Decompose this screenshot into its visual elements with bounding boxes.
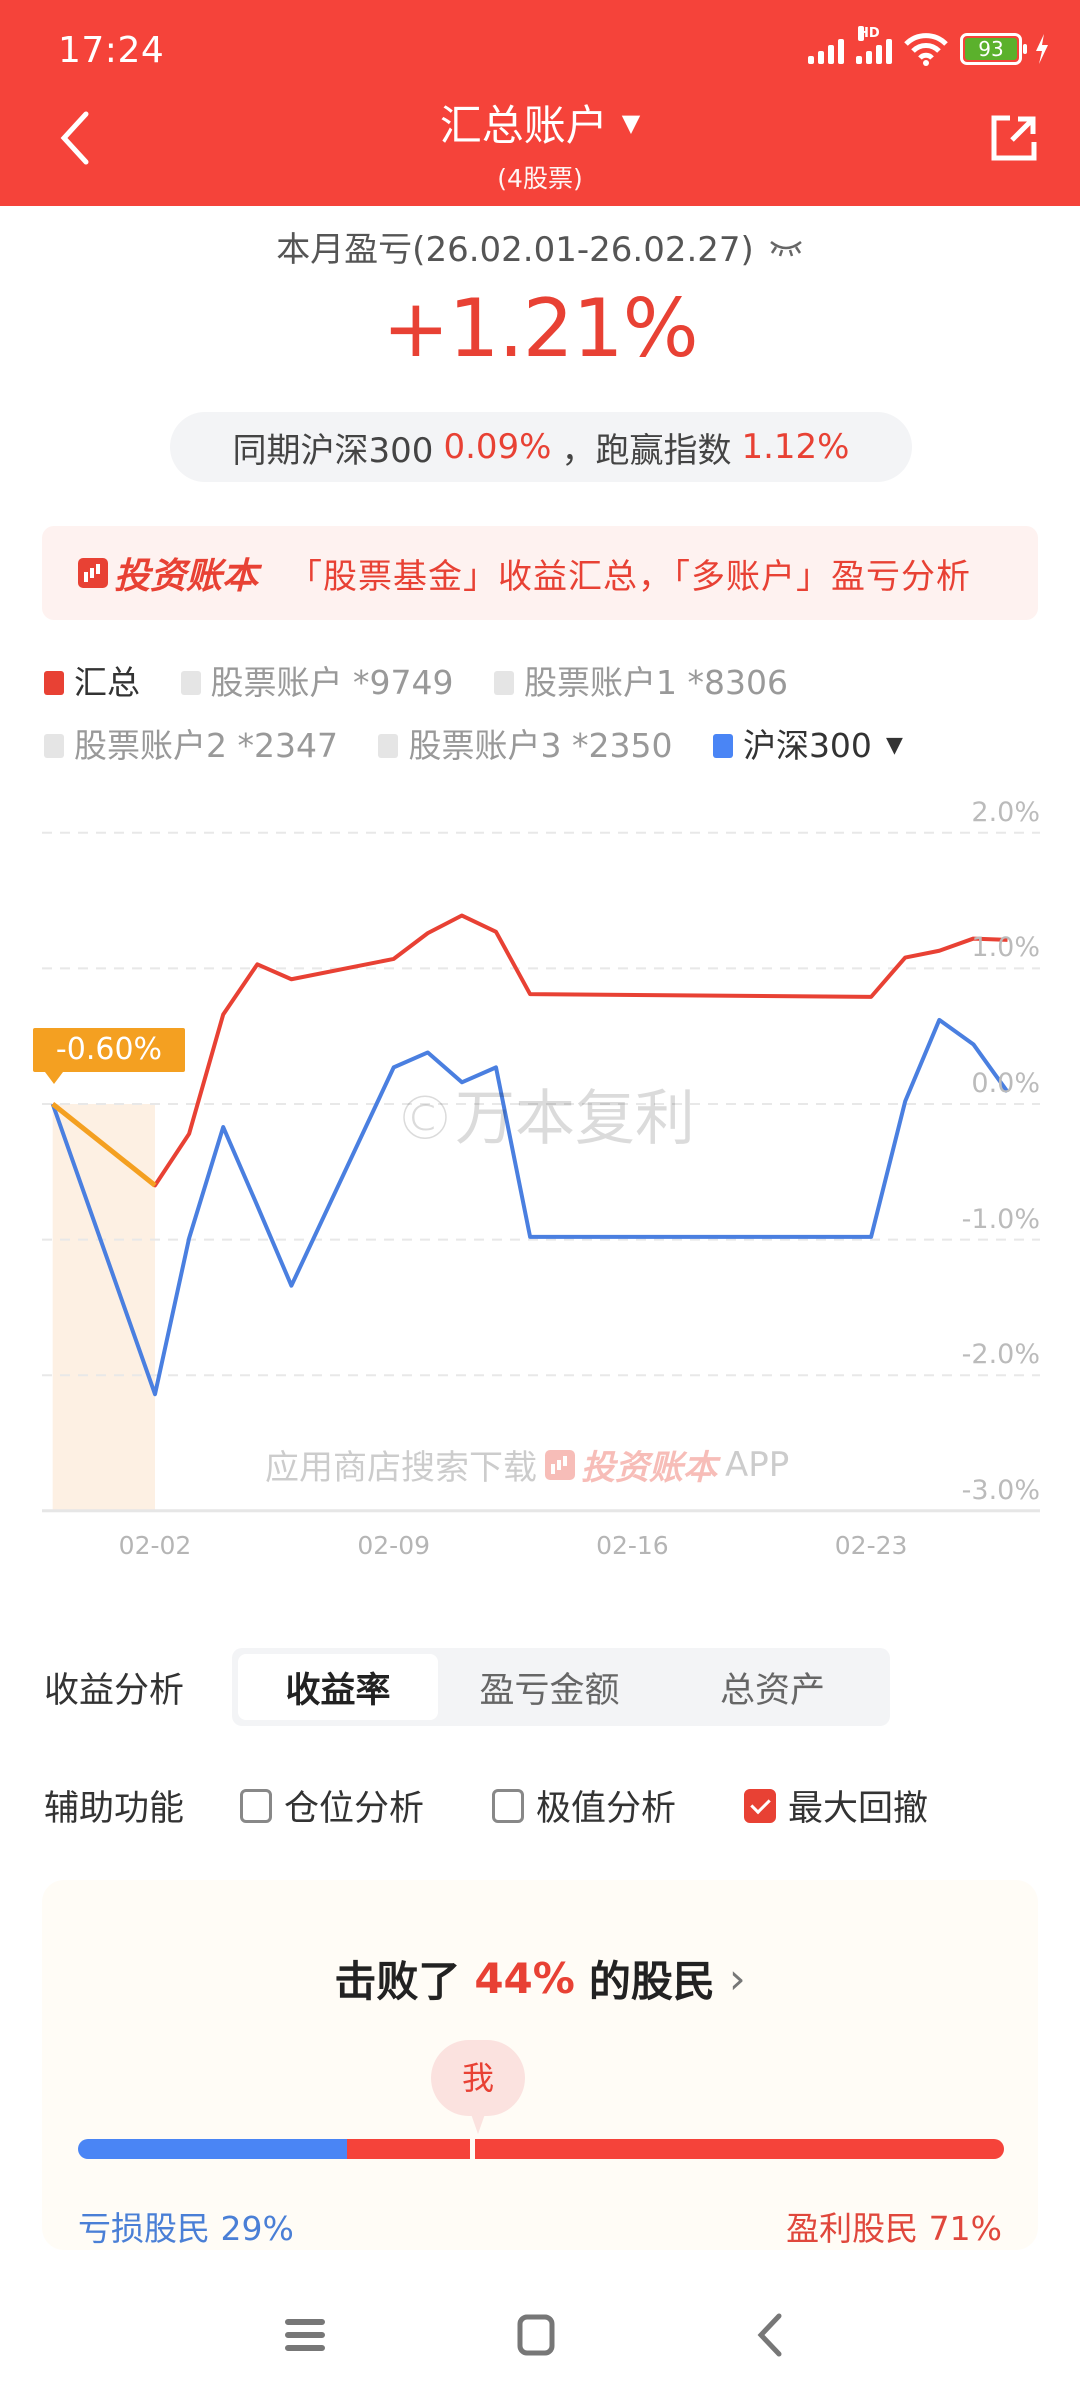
status-time: 17:24: [58, 30, 165, 71]
x-tick-label: 02-23: [834, 1530, 908, 1560]
share-button[interactable]: [988, 112, 1040, 164]
y-tick-label: 2.0%: [971, 796, 1040, 828]
ledger-chart-icon: [545, 1449, 575, 1480]
legend-swatch: [712, 734, 733, 758]
excess-return: 1.12%: [741, 427, 850, 467]
period-label-row: 本月盈亏(26.02.01-26.02.27): [0, 222, 1080, 271]
status-icons: HD 93: [808, 26, 1050, 66]
summary-line: [51, 913, 1008, 1188]
x-tick-label: 02-09: [357, 1530, 431, 1560]
analysis-tabs: 收益率 盈亏金额 总资产: [232, 1648, 890, 1726]
drawdown-tooltip: -0.60%: [33, 1028, 185, 1084]
system-nav-bar: [0, 2290, 1080, 2380]
page-subtitle: (4股票): [497, 164, 583, 193]
x-tick-label: 02-02: [118, 1530, 192, 1560]
signal-hd-icon: HD: [856, 26, 892, 64]
checkbox-box[interactable]: [492, 1788, 525, 1823]
tab-total-assets[interactable]: 总资产: [719, 1670, 825, 1711]
analysis-row: 收益分析 收益率 盈亏金额 总资产: [44, 1648, 890, 1726]
loss-segment: [78, 2139, 347, 2159]
compare-prefix: 同期沪深300: [232, 430, 434, 471]
title-block[interactable]: 汇总账户 ▼ (4股票): [0, 92, 1080, 195]
closed-eye-icon[interactable]: [768, 237, 804, 257]
return-value: +1.21%: [382, 282, 698, 375]
y-tick-label: -1.0%: [961, 1203, 1040, 1235]
y-tick-label: 0.0%: [971, 1068, 1040, 1099]
distribution-bar: [78, 2139, 1004, 2159]
account-selector[interactable]: 汇总账户 ▼: [440, 92, 640, 153]
drawdown-highlight: [52, 1104, 156, 1511]
brand-logo: 投资账本: [545, 1440, 717, 1489]
chevron-right-icon: ›: [728, 1954, 746, 2003]
me-position-marker: [470, 2132, 475, 2166]
checkbox-checked[interactable]: [744, 1788, 777, 1823]
index-return: 0.09%: [443, 427, 552, 467]
chart-legend: 汇总 股票账户 *9749 股票账户1 *8306 股票账户2 *2347 股票…: [44, 652, 1044, 778]
app-header: 17:24 HD 93 汇总账户 ▼ (4股票): [0, 0, 1080, 206]
back-chevron-icon[interactable]: [745, 2310, 795, 2360]
legend-swatch: [378, 734, 399, 758]
home-square-icon[interactable]: [511, 2310, 561, 2360]
wifi-icon: [904, 33, 948, 66]
legend-swatch: [493, 671, 514, 695]
csi300-line: [50, 1017, 1010, 1397]
promo-banner[interactable]: 投资账本 「股票基金」收益汇总，「多账户」盈亏分析: [42, 526, 1038, 620]
legend-swatch: [180, 671, 201, 695]
legend-item-account3-2350[interactable]: 股票账户3 *2350: [378, 715, 672, 777]
tab-return-rate[interactable]: 收益率: [238, 1654, 438, 1720]
legend-item-account2-2347[interactable]: 股票账户2 *2347: [44, 715, 338, 777]
battery-icon: 93: [960, 33, 1027, 65]
index-compare-pill: 同期沪深300 0.09% ，跑赢指数 1.12%: [170, 412, 912, 482]
legend-swatch: [44, 734, 64, 758]
x-tick-label: 02-16: [596, 1530, 669, 1560]
return-chart[interactable]: ©万本复利 应用商店搜索下载 投资账本 APP -0.60% 2.0% 1.0% 0…: [0, 780, 1080, 1580]
download-hint: 应用商店搜索下载 投资账本 APP: [265, 1440, 789, 1489]
investor-rank-card[interactable]: 击败了 44% 的股民 › 我 亏损股民 29% 盈利股民 71%: [42, 1880, 1038, 2250]
ledger-chart-icon: [78, 558, 108, 588]
drawdown-segment: [51, 1102, 157, 1188]
brand-logo: 投资账本: [78, 547, 258, 599]
profit-investors-label: 盈利股民 71%: [786, 2209, 1002, 2248]
legend-item-account-9749[interactable]: 股票账户 *9749: [180, 652, 453, 714]
checkbox-extreme-analysis[interactable]: 极值分析: [492, 1780, 676, 1831]
promo-text: 「股票基金」收益汇总，「多账户」盈亏分析: [288, 556, 972, 597]
triangle-down-icon: ▼: [885, 733, 903, 758]
compare-mid: ，跑赢指数: [561, 430, 732, 471]
charging-icon: [1036, 34, 1048, 64]
back-button[interactable]: [52, 108, 98, 168]
tab-pnl-amount[interactable]: 盈亏金额: [479, 1670, 620, 1711]
y-tick-label: 1.0%: [971, 932, 1040, 964]
aux-label: 辅助功能: [44, 1789, 185, 1829]
rank-title[interactable]: 击败了 44% 的股民 ›: [334, 1954, 746, 2006]
legend-swatch: [44, 671, 64, 695]
watermark: ©万本复利: [395, 1084, 695, 1154]
legend-item-account1-8306[interactable]: 股票账户1 *8306: [493, 652, 788, 714]
checkbox-box[interactable]: [240, 1788, 272, 1823]
aux-row: 辅助功能 仓位分析 极值分析 最大回撤: [44, 1780, 996, 1831]
rank-percent: 44%: [474, 1954, 575, 2003]
page-title: 汇总账户: [439, 101, 608, 150]
loss-investors-label: 亏损股民 29%: [78, 2209, 294, 2248]
checkbox-max-drawdown[interactable]: 最大回撤: [744, 1780, 928, 1831]
triangle-down-icon: ▼: [621, 108, 641, 137]
analysis-label: 收益分析: [44, 1670, 185, 1711]
gain-segment: [346, 2139, 1004, 2159]
menu-icon[interactable]: [280, 2310, 330, 2360]
me-marker: 我: [431, 2040, 525, 2134]
chart-plot[interactable]: [0, 780, 1080, 1580]
y-tick-label: -3.0%: [961, 1474, 1040, 1506]
legend-item-summary[interactable]: 汇总: [44, 652, 140, 714]
y-tick-label: -2.0%: [961, 1339, 1040, 1371]
legend-item-csi300[interactable]: 沪深300 ▼: [712, 715, 903, 777]
signal-icon: [808, 34, 844, 64]
checkbox-position-analysis[interactable]: 仓位分析: [240, 1780, 424, 1831]
period-label: 本月盈亏(26.02.01-26.02.27): [276, 230, 754, 270]
